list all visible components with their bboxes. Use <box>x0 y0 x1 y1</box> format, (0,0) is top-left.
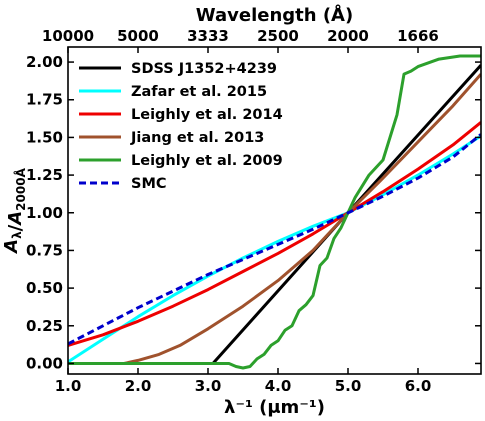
x-tick-label-0: 1.0 <box>55 377 82 395</box>
series-layer <box>68 54 481 370</box>
ticks-layer: 1.0 2.0 3.0 4.0 5.0 6.0 10000 5000 3333 2500 2000 1… <box>26 27 481 395</box>
y-tick-label-0: 0.00 <box>26 354 63 372</box>
x-tick-label-5: 6.0 <box>405 377 432 395</box>
y-title-num-sub: λ <box>10 231 24 239</box>
top-axis-title: Wavelength (Å) <box>196 3 353 26</box>
top-x-tick-label-1: 5000 <box>117 27 159 45</box>
series-line-3 <box>123 73 481 365</box>
plot-frame <box>67 46 482 375</box>
legend-label-4: Leighly et al. 2009 <box>131 153 283 169</box>
legend-label-0: SDSS J1352+4239 <box>131 61 277 77</box>
legend-label-2: Leighly et al. 2014 <box>131 107 283 123</box>
top-x-tick-label-4: 2000 <box>327 27 369 45</box>
y-tick-label-2: 0.50 <box>26 279 63 297</box>
series-line-2 <box>68 121 481 347</box>
x-tick-label-4: 5.0 <box>335 377 362 395</box>
y-tick-label-6: 1.50 <box>26 128 63 146</box>
y-title-num-base: A <box>1 239 22 255</box>
y-tick-label-4: 1.00 <box>26 204 63 222</box>
x-tick-label-3: 4.0 <box>265 377 292 395</box>
y-tick-label-7: 1.75 <box>26 91 63 109</box>
x-axis-title: λ⁻¹ (μm⁻¹) <box>224 397 325 418</box>
series-line-4 <box>68 54 481 370</box>
y-tick-label-5: 1.25 <box>26 166 63 184</box>
x-tick-label-2: 3.0 <box>195 377 222 395</box>
legend-label-1: Zafar et al. 2015 <box>131 84 267 100</box>
legend: SDSS J1352+4239 Zafar et al. 2015 Leighly … <box>79 61 283 192</box>
x-tick-label-1: 2.0 <box>125 377 152 395</box>
y-axis-title: Aλ/A2000Å <box>1 167 28 254</box>
top-x-tick-label-3: 2500 <box>257 27 299 45</box>
top-x-tick-label-5: 1666 <box>397 27 439 45</box>
legend-label-5: SMC <box>131 176 167 192</box>
y-tick-label-3: 0.75 <box>26 241 63 259</box>
y-tick-label-8: 2.00 <box>26 53 63 71</box>
y-title-den-sub: 2000Å <box>13 167 28 210</box>
top-x-tick-label-2: 3333 <box>187 27 229 45</box>
y-title-den-base: A <box>5 211 26 227</box>
series-line-1 <box>68 134 481 364</box>
legend-label-3: Jiang et al. 2013 <box>130 130 264 146</box>
series-line-5 <box>68 133 481 346</box>
y-tick-label-1: 0.25 <box>26 317 63 335</box>
top-x-tick-label-0: 10000 <box>42 27 94 45</box>
y-title-slash: / <box>5 224 26 231</box>
